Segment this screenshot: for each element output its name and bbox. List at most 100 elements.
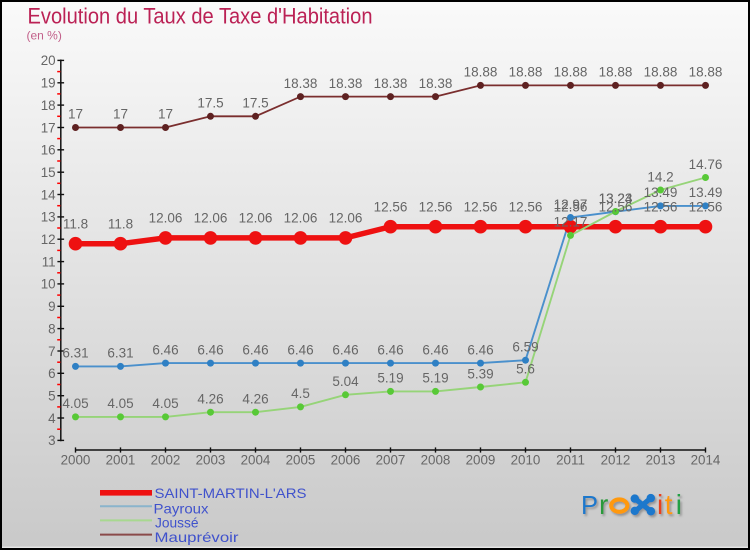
- svg-text:11: 11: [42, 254, 56, 269]
- svg-text:18.88: 18.88: [644, 65, 678, 80]
- svg-text:5.19: 5.19: [422, 371, 448, 386]
- svg-text:14: 14: [41, 187, 56, 202]
- svg-text:18.88: 18.88: [509, 65, 543, 80]
- svg-text:i: i: [657, 489, 663, 520]
- svg-text:3: 3: [48, 433, 55, 448]
- svg-text:14.76: 14.76: [689, 157, 723, 172]
- svg-text:2011: 2011: [556, 453, 585, 468]
- svg-text:12.97: 12.97: [554, 197, 588, 212]
- svg-text:i: i: [676, 489, 682, 520]
- svg-text:6.46: 6.46: [377, 342, 403, 357]
- svg-text:4.26: 4.26: [197, 392, 223, 407]
- svg-text:12.56: 12.56: [599, 200, 633, 215]
- svg-text:13: 13: [41, 210, 56, 225]
- svg-text:12.56: 12.56: [509, 200, 543, 215]
- svg-text:13.49: 13.49: [689, 185, 723, 200]
- svg-text:2013: 2013: [646, 453, 676, 468]
- svg-text:18.38: 18.38: [419, 76, 453, 91]
- svg-text:14.2: 14.2: [647, 169, 673, 184]
- svg-text:6.31: 6.31: [107, 346, 133, 361]
- svg-text:12.56: 12.56: [419, 200, 453, 215]
- svg-text:Payroux: Payroux: [154, 501, 209, 516]
- svg-text:12.06: 12.06: [194, 211, 228, 226]
- svg-text:18.88: 18.88: [689, 65, 723, 80]
- svg-text:9: 9: [48, 299, 55, 314]
- svg-text:2006: 2006: [331, 453, 361, 468]
- svg-text:12: 12: [41, 232, 56, 247]
- svg-text:SAINT-MARTIN-L'ARS: SAINT-MARTIN-L'ARS: [155, 486, 307, 501]
- svg-text:2009: 2009: [466, 453, 496, 468]
- svg-text:4.5: 4.5: [291, 386, 310, 401]
- svg-text:17.5: 17.5: [242, 96, 268, 111]
- svg-text:15: 15: [41, 165, 56, 180]
- svg-text:18.88: 18.88: [464, 65, 498, 80]
- svg-text:18: 18: [41, 98, 56, 113]
- svg-text:5: 5: [48, 389, 55, 404]
- svg-text:10: 10: [41, 277, 56, 292]
- svg-text:5.39: 5.39: [467, 366, 493, 381]
- svg-text:2003: 2003: [196, 453, 226, 468]
- svg-text:6.46: 6.46: [152, 342, 178, 357]
- svg-text:18.38: 18.38: [374, 76, 408, 91]
- svg-text:16: 16: [41, 143, 56, 158]
- svg-text:5.19: 5.19: [377, 371, 403, 386]
- svg-text:2004: 2004: [241, 453, 271, 468]
- svg-text:8: 8: [48, 321, 55, 336]
- svg-text:18.88: 18.88: [599, 65, 633, 80]
- svg-text:11.8: 11.8: [108, 217, 133, 232]
- svg-text:5.04: 5.04: [332, 374, 359, 389]
- svg-text:12.06: 12.06: [239, 211, 273, 226]
- svg-text:4.05: 4.05: [62, 396, 88, 411]
- svg-text:12.06: 12.06: [284, 211, 318, 226]
- svg-text:Joussé: Joussé: [155, 516, 199, 531]
- svg-text:6.46: 6.46: [197, 342, 223, 357]
- svg-text:Mauprévoir: Mauprévoir: [155, 530, 239, 545]
- svg-text:18.38: 18.38: [329, 76, 363, 91]
- svg-text:t: t: [665, 489, 673, 520]
- svg-text:Evolution du Taux de Taxe d'Ha: Evolution du Taux de Taxe d'Habitation: [28, 4, 373, 29]
- svg-text:12.17: 12.17: [554, 215, 588, 230]
- svg-text:2008: 2008: [421, 453, 451, 468]
- svg-text:12.56: 12.56: [644, 200, 678, 215]
- svg-text:5.6: 5.6: [516, 362, 535, 377]
- svg-text:(en %): (en %): [27, 29, 62, 43]
- svg-text:12.06: 12.06: [329, 211, 363, 226]
- svg-text:7: 7: [48, 344, 55, 359]
- svg-text:6.46: 6.46: [422, 342, 448, 357]
- svg-text:4.05: 4.05: [107, 396, 133, 411]
- svg-text:4.26: 4.26: [242, 392, 268, 407]
- svg-text:13.23: 13.23: [599, 191, 633, 206]
- svg-text:2012: 2012: [601, 453, 631, 468]
- svg-text:r: r: [599, 489, 608, 520]
- svg-text:17: 17: [158, 107, 173, 122]
- svg-text:2007: 2007: [376, 453, 406, 468]
- svg-text:6.46: 6.46: [467, 342, 493, 357]
- svg-text:2001: 2001: [106, 453, 136, 468]
- svg-text:17: 17: [41, 120, 56, 135]
- svg-text:17: 17: [113, 107, 128, 122]
- svg-text:2014: 2014: [691, 453, 721, 468]
- svg-text:6.46: 6.46: [287, 342, 313, 357]
- svg-text:11.8: 11.8: [63, 217, 88, 232]
- svg-text:6.46: 6.46: [332, 342, 358, 357]
- svg-text:6.59: 6.59: [512, 340, 538, 355]
- svg-text:2000: 2000: [61, 453, 91, 468]
- svg-text:12.56: 12.56: [689, 200, 723, 215]
- svg-text:P: P: [581, 492, 598, 520]
- svg-text:18.38: 18.38: [284, 76, 318, 91]
- svg-text:12.56: 12.56: [464, 200, 498, 215]
- svg-text:2002: 2002: [151, 453, 181, 468]
- svg-text:13.49: 13.49: [644, 185, 678, 200]
- svg-text:12.56: 12.56: [554, 200, 588, 215]
- svg-text:6.31: 6.31: [62, 346, 88, 361]
- svg-text:12.56: 12.56: [374, 200, 408, 215]
- svg-text:17.5: 17.5: [197, 96, 223, 111]
- svg-text:20: 20: [41, 53, 56, 68]
- svg-text:2005: 2005: [286, 453, 316, 468]
- svg-text:18.88: 18.88: [554, 65, 588, 80]
- svg-text:2010: 2010: [511, 453, 541, 468]
- svg-text:17: 17: [68, 107, 83, 122]
- svg-text:13.24: 13.24: [599, 191, 633, 206]
- svg-text:4: 4: [48, 411, 56, 426]
- svg-text:4.05: 4.05: [152, 396, 178, 411]
